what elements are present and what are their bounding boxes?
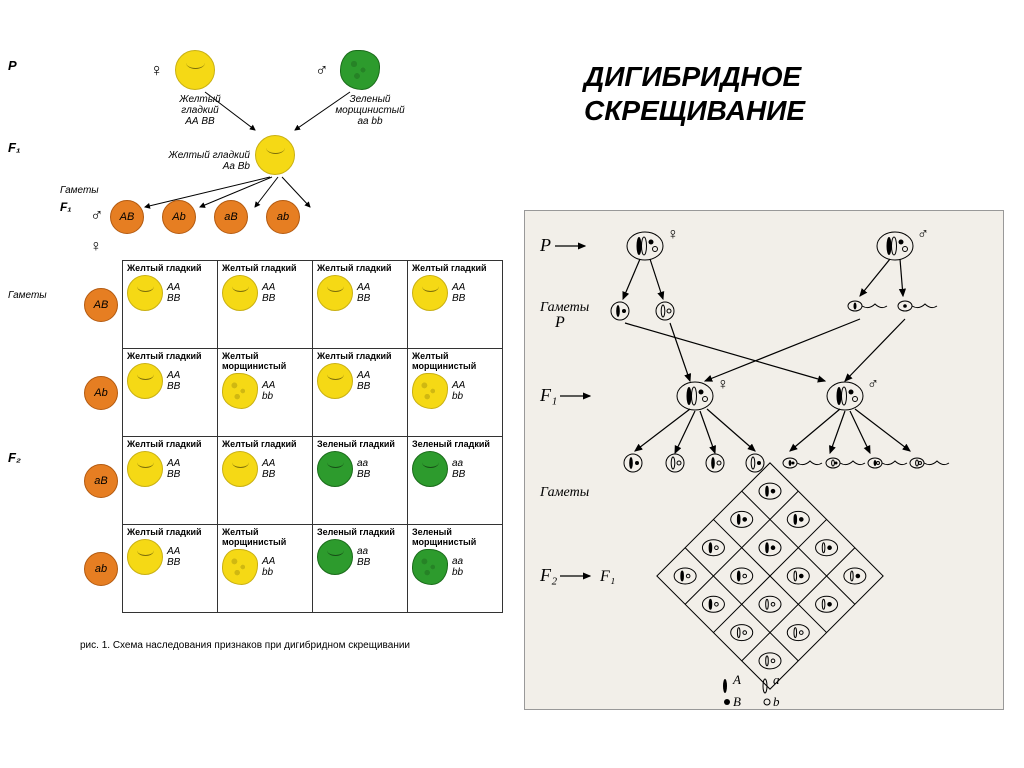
- svg-text:F₁: F₁: [539, 385, 557, 405]
- figure-caption: рис. 1. Схема наследования признаков при…: [80, 640, 410, 651]
- legend: A a B b: [723, 672, 780, 709]
- gamete-AB: AB: [110, 200, 144, 234]
- label-gametes: Гаметы: [60, 185, 99, 196]
- punnett-cell: Желтый гладкийААВВ: [123, 349, 218, 437]
- svg-text:B: B: [733, 694, 741, 709]
- svg-text:P: P: [554, 314, 565, 331]
- punnett-cell: Зеленый гладкийааВВ: [408, 437, 503, 525]
- punnett-cell: Желтый гладкийААВВ: [313, 261, 408, 349]
- page-title: ДИГИБРИДНОЕ СКРЕЩИВАНИЕ: [584, 60, 984, 127]
- gamete-aB: aB: [214, 200, 248, 234]
- row-gamete: AB: [80, 261, 123, 349]
- svg-text:♂: ♂: [867, 376, 879, 393]
- title-line-2: СКРЕЩИВАНИЕ: [584, 95, 805, 126]
- label-p: P: [8, 58, 17, 73]
- chromosome-diagram: P ♀ ♂ Гаметы P F₁ ♀ ♂: [524, 210, 1004, 710]
- gamete-ab: ab: [266, 200, 300, 234]
- punnett-square: ABЖелтый гладкийААВВЖелтый гладкийААВВЖе…: [80, 260, 503, 613]
- label-f1-2: F₁: [60, 200, 72, 214]
- punnett-cell: Желтый гладкийААВВ: [313, 349, 408, 437]
- arrows-p-f1: [160, 50, 440, 150]
- svg-text:b: b: [773, 694, 780, 709]
- female-symbol-header: ♀: [90, 238, 102, 256]
- label-f2: F₂: [8, 450, 21, 465]
- title-line-1: ДИГИБРИДНОЕ: [584, 61, 801, 92]
- svg-text:F₁: F₁: [599, 568, 615, 585]
- label-gametes-side: Гаметы: [8, 290, 47, 301]
- svg-text:♀: ♀: [717, 376, 729, 393]
- row-gamete: Ab: [80, 349, 123, 437]
- punnett-cell: Зеленый гладкийааВВ: [313, 525, 408, 613]
- svg-text:♂: ♂: [917, 226, 929, 243]
- punnett-cell: Желтый гладкийААВВ: [218, 261, 313, 349]
- svg-text:A: A: [732, 672, 741, 687]
- punnett-cell: Желтый морщинистыйААbb: [408, 349, 503, 437]
- punnett-cell: Желтый морщинистыйААbb: [218, 525, 313, 613]
- punnett-cell: Желтый гладкийААВВ: [123, 525, 218, 613]
- punnett-cell: Желтый гладкийААВВ: [218, 437, 313, 525]
- svg-text:a: a: [773, 672, 780, 687]
- svg-text:♀: ♀: [667, 226, 679, 243]
- male-symbol-2: ♂: [90, 205, 104, 226]
- punnett-cell: Желтый гладкийААВВ: [123, 261, 218, 349]
- gamete-Ab: Ab: [162, 200, 196, 234]
- punnett-cell: Желтый гладкийААВВ: [123, 437, 218, 525]
- right-gametes-label: Гаметы: [539, 300, 589, 315]
- right-p-label: P: [539, 235, 551, 255]
- chromosome-svg: P ♀ ♂ Гаметы P F₁ ♀ ♂: [525, 211, 1005, 711]
- row-gamete: ab: [80, 525, 123, 613]
- punnett-cell: Желтый морщинистыйААbb: [218, 349, 313, 437]
- gametes-row-top: AB Ab aB ab: [110, 200, 300, 234]
- punnett-cell: Зеленый гладкийааВВ: [313, 437, 408, 525]
- svg-text:F₂: F₂: [539, 565, 557, 585]
- label-f1: F₁: [8, 140, 21, 155]
- punnett-cell: Зеленый морщинистыйааbb: [408, 525, 503, 613]
- svg-text:Гаметы: Гаметы: [539, 485, 589, 500]
- punnett-cell: Желтый гладкийААВВ: [408, 261, 503, 349]
- row-gamete: aB: [80, 437, 123, 525]
